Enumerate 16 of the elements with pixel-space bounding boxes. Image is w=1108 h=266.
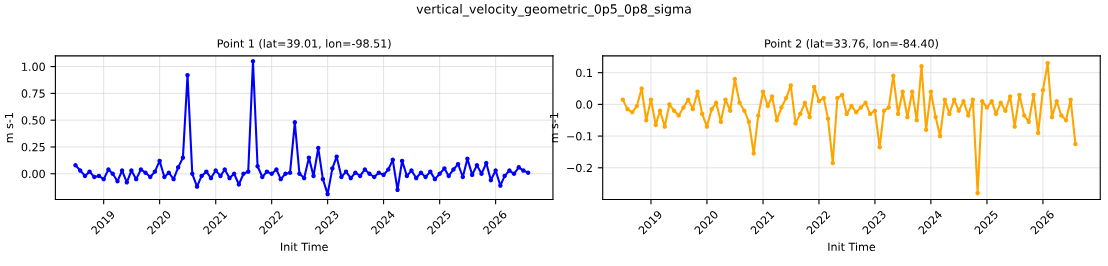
y-tick-label: 0.25 bbox=[21, 142, 45, 152]
chart-title: Point 2 (lat=33.76, lon=-84.40) bbox=[765, 39, 938, 49]
y-axis-title: m s-1 bbox=[550, 113, 559, 143]
y-tick-label: 0.0 bbox=[576, 100, 593, 109]
y-tick-label: −0.2 bbox=[567, 163, 592, 173]
y-tick-label: 0.75 bbox=[21, 89, 45, 98]
x-axis-title: Init Time bbox=[281, 242, 328, 251]
text: vertical_velocity_geometric_0p5_0p8_sigma bbox=[416, 3, 691, 17]
y-axis-title: m s-1 bbox=[4, 113, 14, 143]
x-axis-title: Init Time bbox=[828, 242, 876, 251]
y-tick-label: 1.00 bbox=[22, 62, 45, 71]
y-tick-label: −0.1 bbox=[567, 132, 592, 141]
y-tick-label: 0.50 bbox=[21, 116, 45, 125]
chart-title: Point 1 (lat=39.01, lon=-98.51) bbox=[217, 39, 391, 49]
y-tick-label: 0.1 bbox=[576, 68, 592, 78]
y-tick-label: 0.00 bbox=[21, 169, 45, 179]
